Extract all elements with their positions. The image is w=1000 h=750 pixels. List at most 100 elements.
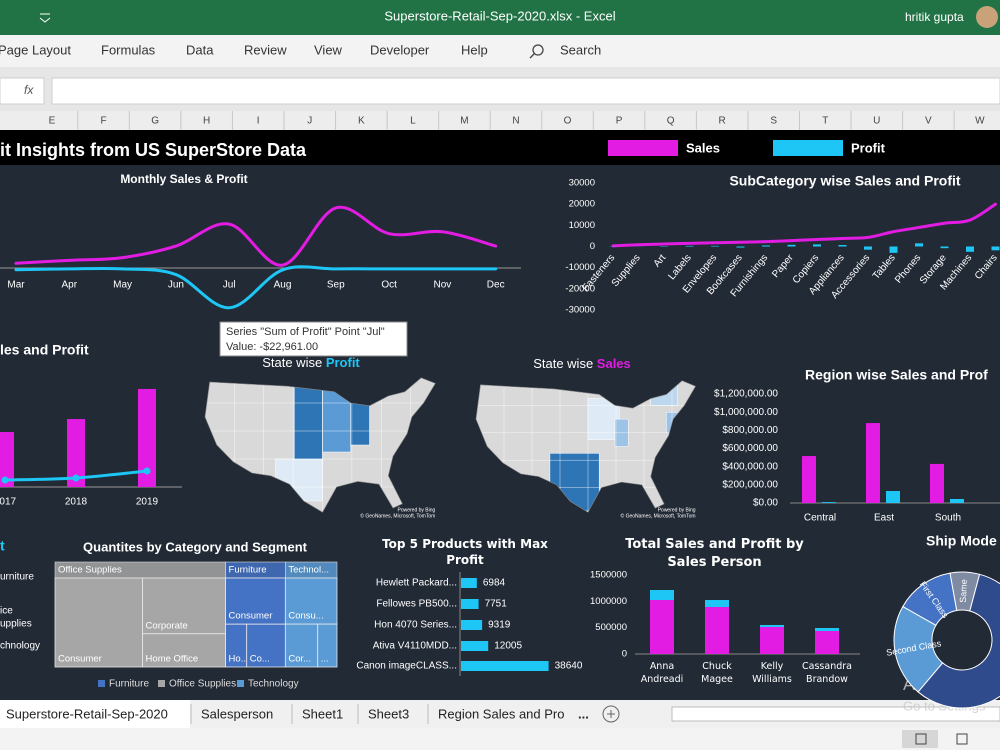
treemap-cell-label: Consumer xyxy=(229,611,273,622)
series-line xyxy=(14,265,498,310)
sheet-tab[interactable]: Sheet3 xyxy=(368,706,409,721)
bar xyxy=(711,245,719,247)
column-header: G xyxy=(151,116,159,127)
x-tick-label: Apr xyxy=(62,280,78,291)
column-header: U xyxy=(873,116,880,127)
bar xyxy=(461,620,483,630)
bar xyxy=(864,246,872,250)
x-tick-label: 2018 xyxy=(65,497,88,508)
column-header: V xyxy=(925,116,932,127)
legend-label: Furniture xyxy=(109,679,149,690)
map-credit: Powered by Bing xyxy=(658,507,696,513)
data-label: 6984 xyxy=(483,578,506,589)
search-box[interactable]: Search xyxy=(560,42,601,57)
ribbon-tab[interactable]: Data xyxy=(186,42,214,57)
donut-slice xyxy=(902,572,958,626)
search-icon[interactable] xyxy=(532,44,544,56)
ribbon-tab[interactable]: Formulas xyxy=(101,42,156,57)
bar xyxy=(838,245,847,247)
normal-view-icon xyxy=(915,733,927,745)
x-tick-label: 2017 xyxy=(0,497,17,508)
qat-icon[interactable] xyxy=(39,13,51,23)
chart-title-highlight: Profit xyxy=(326,355,361,370)
name-box[interactable] xyxy=(0,77,45,105)
map xyxy=(476,380,696,513)
column-header: O xyxy=(564,116,572,127)
column-header: N xyxy=(512,116,519,127)
normal-view-button[interactable] xyxy=(902,730,938,748)
column-header: K xyxy=(358,116,365,127)
slice-label: Same xyxy=(958,579,969,603)
map-outline xyxy=(204,377,436,513)
column-header: J xyxy=(307,116,312,127)
y-tick-label: 30000 xyxy=(569,178,595,189)
y-tick-label: -10000 xyxy=(565,262,595,273)
map-outline xyxy=(475,380,696,513)
column-header: E xyxy=(49,116,56,127)
x-tick-label: South xyxy=(935,513,961,524)
ribbon-tab[interactable]: View xyxy=(314,42,343,57)
bar-segment xyxy=(705,600,729,608)
bar-segment xyxy=(650,600,674,654)
donut-slice xyxy=(917,573,1000,709)
data-label: 12005 xyxy=(494,641,522,652)
x-tick-label: Aug xyxy=(274,280,292,291)
treemap-cell-label: Home Office xyxy=(146,654,199,665)
status-bar xyxy=(0,728,1000,750)
formula-input[interactable] xyxy=(51,77,1000,105)
bar xyxy=(822,502,836,503)
active-sheet-tab xyxy=(0,700,190,728)
y-tick-label: Hon 4070 Series... xyxy=(374,620,457,631)
sheet-tab[interactable]: ... xyxy=(578,706,589,721)
horizontal-scrollbar[interactable] xyxy=(671,706,1000,722)
add-sheet-button[interactable] xyxy=(602,705,620,723)
y-tick-label: -20000 xyxy=(565,283,595,294)
data-label: 38640 xyxy=(555,661,583,672)
bar-segment xyxy=(705,607,729,654)
bar xyxy=(685,245,694,247)
bar xyxy=(0,432,14,487)
bar xyxy=(736,246,745,248)
data-label: 9319 xyxy=(488,620,511,631)
bar-segment xyxy=(760,624,784,627)
fragment-title: t xyxy=(0,538,5,554)
fragment-label: upplies xyxy=(0,619,32,630)
bar xyxy=(966,246,974,252)
bar xyxy=(930,463,944,503)
sheet-tab[interactable]: Region Sales and Pro xyxy=(438,706,564,721)
tooltip-box xyxy=(219,321,408,357)
y-tick-label: $1,200,000.00 xyxy=(714,389,778,400)
page-layout-view-button[interactable] xyxy=(956,733,968,745)
ribbon-tab[interactable]: Page Layout xyxy=(0,42,71,57)
column-header-strip xyxy=(0,111,1000,130)
chart-title-highlight: Sales xyxy=(597,356,631,371)
user-avatar[interactable] xyxy=(976,6,998,28)
map-credit: © GeoNames, Microsoft, TomTom xyxy=(621,512,696,519)
column-header: S xyxy=(770,116,777,127)
fx-label: fx xyxy=(24,83,34,97)
treemap-header-label: Technol... xyxy=(288,565,329,576)
treemap-cell xyxy=(142,633,226,668)
sheet-tab[interactable]: Salesperson xyxy=(201,706,273,721)
ribbon-tab[interactable]: Review xyxy=(244,42,287,57)
sheet-tab[interactable]: Superstore-Retail-Sep-2020 xyxy=(6,706,168,721)
window-title: Superstore-Retail-Sep-2020.xlsx - Excel xyxy=(384,8,615,23)
ribbon-tab[interactable]: Help xyxy=(461,42,488,57)
y-tick-label: 20000 xyxy=(569,199,595,210)
line-marker xyxy=(143,467,151,475)
bar xyxy=(762,245,770,247)
ribbon-tab[interactable]: Developer xyxy=(370,42,430,57)
treemap-cell-label: ... xyxy=(321,654,329,665)
x-tick-label: Nov xyxy=(434,280,452,291)
bar xyxy=(138,388,156,487)
column-header: F xyxy=(100,116,106,127)
legend-swatch xyxy=(158,680,165,687)
y-tick-label: 1500000 xyxy=(590,570,627,581)
legend-swatch xyxy=(773,140,843,156)
bar xyxy=(866,423,880,503)
legend-swatch xyxy=(98,680,105,687)
bar xyxy=(461,599,479,609)
treemap-cell xyxy=(284,577,338,625)
sheet-tab[interactable]: Sheet1 xyxy=(302,706,343,721)
column-header: W xyxy=(975,116,985,127)
